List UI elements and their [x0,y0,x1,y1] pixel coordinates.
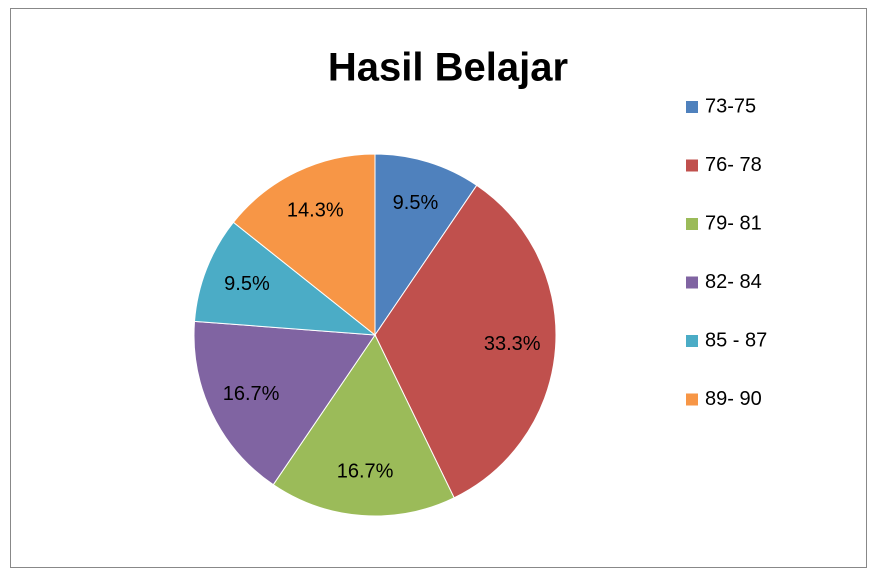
legend-label: 82- 84 [705,271,762,293]
legend-label: 76- 78 [705,154,762,176]
legend-swatch [686,276,698,289]
legend-label: 79- 81 [705,212,762,234]
legend-swatch [686,218,698,230]
pie-slice [193,320,376,486]
legend-label: 85 - 87 [705,329,767,351]
data-label: 9.5% [224,273,270,295]
legend-swatch [686,101,698,113]
legend-swatch [686,335,698,347]
data-label: 33.3% [484,333,541,355]
pie-slice [374,184,557,499]
legend-swatch [686,393,698,406]
legend-label: 89- 90 [705,388,762,410]
legend-label: 73-75 [705,95,756,117]
data-label: 9.5% [393,192,439,214]
legend-swatch [686,159,698,172]
data-label: 16.7% [223,383,280,405]
data-label: 16.7% [337,460,394,482]
chart-title: Hasil Belajar [328,46,568,90]
data-label: 14.3% [287,199,344,221]
pie-slice [272,334,455,517]
pie-slice [232,153,376,337]
pie-slice [193,221,377,336]
pie-slice [374,153,478,337]
